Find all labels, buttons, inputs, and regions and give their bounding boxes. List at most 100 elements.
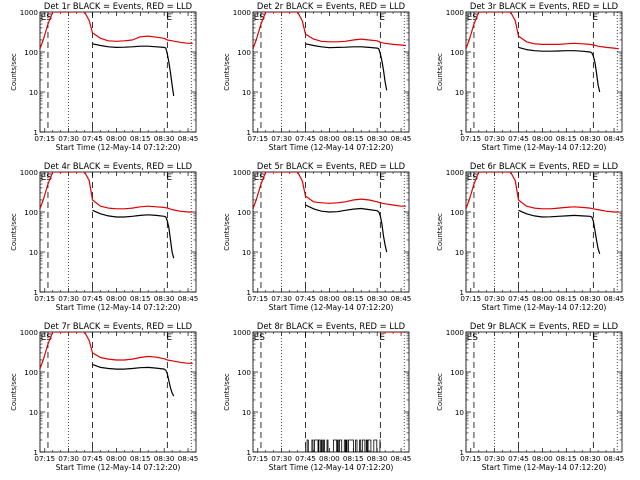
y-axis-label: Counts/sec bbox=[436, 213, 444, 251]
plot-frame bbox=[252, 11, 410, 133]
marker-label-e: E bbox=[166, 173, 172, 183]
y-tick-label: 10 bbox=[242, 248, 252, 257]
series-line-lld bbox=[253, 172, 406, 210]
series-line-events bbox=[305, 204, 388, 253]
x-tick-label: 07:30 bbox=[58, 134, 79, 143]
x-tick-label: 08:15 bbox=[130, 294, 151, 303]
y-tick-label: 1000 bbox=[446, 328, 465, 337]
x-tick-label: 08:00 bbox=[319, 454, 340, 463]
y-axis-label: Counts/sec bbox=[223, 373, 231, 411]
series-line-events bbox=[92, 363, 175, 397]
x-tick-label: 08:15 bbox=[343, 134, 364, 143]
x-tick-label: 08:45 bbox=[604, 294, 625, 303]
x-tick-label: 08:45 bbox=[604, 454, 625, 463]
marker-label-es: ES bbox=[467, 13, 479, 23]
marker-label-es: ES bbox=[41, 173, 53, 183]
x-tick-label: 08:30 bbox=[154, 134, 175, 143]
y-tick-label: 1000 bbox=[446, 8, 465, 17]
x-tick-label: 07:30 bbox=[271, 454, 292, 463]
x-tick-label: 08:15 bbox=[343, 454, 364, 463]
y-tick-label: 1000 bbox=[20, 8, 39, 17]
x-tick-label: 08:45 bbox=[391, 294, 412, 303]
x-tick-label: 07:15 bbox=[247, 294, 268, 303]
x-tick-label: 07:45 bbox=[508, 134, 529, 143]
x-tick-label: 07:45 bbox=[295, 294, 316, 303]
y-tick-label: 100 bbox=[237, 48, 251, 57]
marker-label-e: E bbox=[592, 173, 598, 183]
series-line-events bbox=[92, 209, 175, 259]
marker-label-es: ES bbox=[254, 333, 266, 343]
x-tick-label: 07:15 bbox=[460, 294, 481, 303]
x-axis-label: Start Time (12-May-14 07:12:20) bbox=[482, 143, 607, 152]
marker-label-e: E bbox=[379, 173, 385, 183]
x-tick-label: 07:15 bbox=[34, 134, 55, 143]
y-tick-label: 1 bbox=[246, 288, 251, 297]
series-line-lld bbox=[466, 172, 619, 213]
x-tick-label: 08:45 bbox=[391, 454, 412, 463]
x-axis-label: Start Time (12-May-14 07:12:20) bbox=[56, 463, 181, 472]
panel-title: Det 9r BLACK = Events, RED = LLD bbox=[470, 321, 618, 331]
x-tick-label: 07:30 bbox=[271, 294, 292, 303]
x-axis-label: Start Time (12-May-14 07:12:20) bbox=[269, 303, 394, 312]
marker-label-es: ES bbox=[41, 13, 53, 23]
y-tick-label: 10 bbox=[29, 248, 39, 257]
y-tick-label: 1 bbox=[459, 128, 464, 137]
y-tick-label: 1 bbox=[459, 448, 464, 457]
y-tick-label: 10 bbox=[455, 248, 465, 257]
y-tick-label: 1 bbox=[459, 288, 464, 297]
series-group bbox=[40, 332, 193, 397]
marker-label-e: E bbox=[592, 13, 598, 23]
y-tick-label: 10 bbox=[29, 88, 39, 97]
series-line-events bbox=[518, 46, 601, 93]
y-tick-label: 100 bbox=[24, 368, 38, 377]
series-group bbox=[466, 12, 619, 93]
series-line-events bbox=[306, 439, 381, 452]
panel-6: Det 6r BLACK = Events, RED = LLD 1 10 100 10… bbox=[436, 161, 624, 312]
marker-label-e: E bbox=[592, 333, 598, 343]
x-tick-label: 07:15 bbox=[460, 134, 481, 143]
x-tick-label: 08:15 bbox=[556, 134, 577, 143]
x-axis-label: Start Time (12-May-14 07:12:20) bbox=[269, 143, 394, 152]
y-tick-label: 10 bbox=[242, 88, 252, 97]
series-line-lld bbox=[253, 12, 406, 50]
x-tick-label: 07:15 bbox=[34, 454, 55, 463]
y-tick-label: 1000 bbox=[233, 328, 252, 337]
marker-label-e: E bbox=[379, 13, 385, 23]
plot-frame bbox=[465, 171, 623, 293]
plot-frame bbox=[39, 171, 197, 293]
x-tick-label: 07:30 bbox=[271, 134, 292, 143]
x-tick-label: 08:15 bbox=[130, 454, 151, 463]
x-axis-label: Start Time (12-May-14 07:12:20) bbox=[482, 463, 607, 472]
y-axis-label: Counts/sec bbox=[10, 213, 18, 251]
series-group bbox=[253, 12, 406, 91]
x-tick-label: 08:45 bbox=[178, 454, 199, 463]
x-tick-label: 07:15 bbox=[460, 454, 481, 463]
y-tick-label: 100 bbox=[237, 368, 251, 377]
x-tick-label: 08:00 bbox=[319, 134, 340, 143]
x-tick-label: 07:45 bbox=[508, 454, 529, 463]
panel-3: Det 3r BLACK = Events, RED = LLD 1 10 100 10… bbox=[436, 1, 624, 152]
series-line-lld bbox=[466, 12, 619, 50]
series-group bbox=[40, 12, 193, 96]
panel-title: Det 6r BLACK = Events, RED = LLD bbox=[470, 161, 618, 171]
plot-frame bbox=[465, 331, 623, 453]
x-tick-label: 08:45 bbox=[178, 134, 199, 143]
x-tick-label: 08:00 bbox=[106, 134, 127, 143]
y-tick-label: 10 bbox=[455, 408, 465, 417]
x-tick-label: 08:00 bbox=[532, 454, 553, 463]
panel-2: Det 2r BLACK = Events, RED = LLD 1 10 100 10… bbox=[223, 1, 411, 152]
x-tick-label: 08:45 bbox=[178, 294, 199, 303]
series-line-lld bbox=[40, 172, 193, 213]
series-line-events bbox=[305, 43, 388, 91]
y-tick-label: 100 bbox=[237, 208, 251, 217]
x-tick-label: 07:45 bbox=[82, 454, 103, 463]
x-tick-label: 08:30 bbox=[580, 454, 601, 463]
x-tick-label: 07:15 bbox=[34, 294, 55, 303]
x-axis-label: Start Time (12-May-14 07:12:20) bbox=[56, 303, 181, 312]
y-axis-label: Counts/sec bbox=[10, 53, 18, 91]
marker-label-es: ES bbox=[467, 333, 479, 343]
panel-1: Det 1r BLACK = Events, RED = LLD 1 10 100 10… bbox=[10, 1, 198, 152]
y-tick-label: 1000 bbox=[446, 168, 465, 177]
series-line-lld bbox=[40, 12, 193, 50]
panel-7: Det 7r BLACK = Events, RED = LLD 1 10 100 10… bbox=[10, 321, 198, 472]
